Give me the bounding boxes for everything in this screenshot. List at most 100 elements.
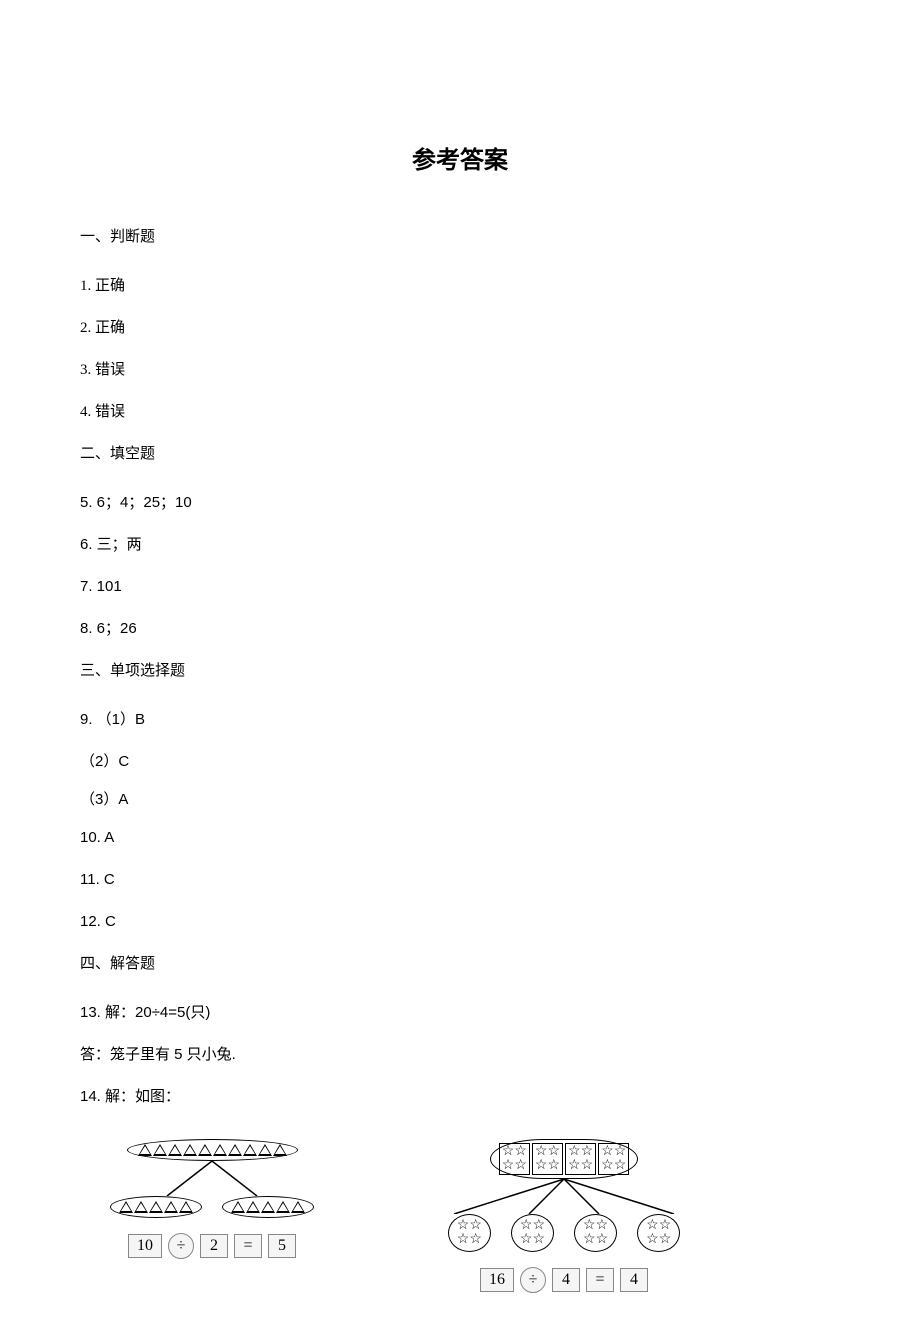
triangle-top-group: [127, 1139, 298, 1161]
equation-2: 16 ÷ 4 = 4: [480, 1267, 648, 1293]
page-title: 参考答案: [80, 140, 840, 175]
star-icon: ☆: [581, 1159, 594, 1173]
mc-item-10: 10. A: [80, 826, 840, 850]
star-bottom-group-1: ☆ ☆ ☆ ☆: [448, 1214, 491, 1252]
solution-item-14: 14. 解：如图：: [80, 1085, 840, 1109]
star-icon: ☆: [614, 1159, 627, 1173]
star-top-row: ☆ ☆ ☆ ☆ ☆ ☆ ☆ ☆: [499, 1143, 630, 1175]
section-judgment-header: 一、判断题: [80, 225, 840, 246]
star-icon: ☆: [547, 1159, 560, 1173]
mc-item-9-2: （2）C: [80, 750, 840, 774]
triangle-icon: [258, 1144, 272, 1156]
triangle-icon: [213, 1144, 227, 1156]
star-box: ☆ ☆ ☆ ☆: [565, 1143, 596, 1175]
triangle-bottom-group-2: [222, 1196, 314, 1218]
star-icon: ☆: [581, 1145, 594, 1159]
star-icon: ☆: [532, 1219, 545, 1233]
eq1-right: 5: [268, 1234, 296, 1258]
eq1-left: 10: [128, 1234, 162, 1258]
triangle-icon: [179, 1201, 193, 1213]
triangle-icon: [243, 1144, 257, 1156]
star-icon: ☆: [659, 1233, 672, 1247]
star-icon: ☆: [646, 1233, 659, 1247]
fillblank-item-6: 6. 三；两: [80, 533, 840, 557]
triangle-icon: [153, 1144, 167, 1156]
star-icon: ☆: [547, 1145, 560, 1159]
star-icon: ☆: [457, 1233, 470, 1247]
star-icon: ☆: [502, 1159, 515, 1173]
solution-item-13b: 答：笼子里有 5 只小兔.: [80, 1043, 840, 1067]
judgment-item-4: 4. 错误: [80, 400, 840, 424]
triangle-icon: [119, 1201, 133, 1213]
triangle-icon: [198, 1144, 212, 1156]
mc-item-9-3: （3）A: [80, 788, 840, 812]
eq1-mid: 2: [200, 1234, 228, 1258]
connector-lines-2: [414, 1179, 714, 1214]
star-bottom-group-2: ☆ ☆ ☆ ☆: [511, 1214, 554, 1252]
star-icon: ☆: [601, 1159, 614, 1173]
star-top-outer: ☆ ☆ ☆ ☆ ☆ ☆ ☆ ☆: [490, 1139, 639, 1179]
star-icon: ☆: [514, 1145, 527, 1159]
star-bottom-group-3: ☆ ☆ ☆ ☆: [574, 1214, 617, 1252]
eq1-op: ÷: [168, 1233, 194, 1259]
eq2-mid: 4: [552, 1268, 580, 1292]
eq2-right: 4: [620, 1268, 648, 1292]
eq1-eq: =: [234, 1234, 262, 1258]
section-mc-header: 三、单项选择题: [80, 659, 840, 680]
star-icon: ☆: [646, 1219, 659, 1233]
triangle-icon: [276, 1201, 290, 1213]
triangle-row-top: [138, 1144, 287, 1156]
star-box: ☆ ☆ ☆ ☆: [532, 1143, 563, 1175]
triangle-icon: [246, 1201, 260, 1213]
triangle-icon: [134, 1201, 148, 1213]
star-icon: ☆: [596, 1219, 609, 1233]
diagram-container: 10 ÷ 2 = 5 ☆ ☆ ☆ ☆: [110, 1139, 840, 1293]
star-icon: ☆: [535, 1159, 548, 1173]
triangle-icon: [183, 1144, 197, 1156]
triangle-icon: [149, 1201, 163, 1213]
triangle-icon: [261, 1201, 275, 1213]
star-icon: ☆: [583, 1219, 596, 1233]
star-box: ☆ ☆ ☆ ☆: [499, 1143, 530, 1175]
fillblank-item-7: 7. 101: [80, 575, 840, 599]
star-icon: ☆: [659, 1219, 672, 1233]
fillblank-item-5: 5. 6；4；25；10: [80, 491, 840, 515]
eq2-eq: =: [586, 1268, 614, 1292]
star-icon: ☆: [596, 1233, 609, 1247]
triangle-icon: [291, 1201, 305, 1213]
eq2-left: 16: [480, 1268, 514, 1292]
fillblank-item-8: 8. 6；26: [80, 617, 840, 641]
mc-item-11: 11. C: [80, 868, 840, 892]
star-icon: ☆: [457, 1219, 470, 1233]
triangle-icon: [164, 1201, 178, 1213]
triangle-icon: [138, 1144, 152, 1156]
eq2-op: ÷: [520, 1267, 546, 1293]
connector-lines-1: [122, 1161, 302, 1196]
triangle-icon: [168, 1144, 182, 1156]
star-icon: ☆: [502, 1145, 515, 1159]
star-icon: ☆: [469, 1219, 482, 1233]
star-bottom-groups: ☆ ☆ ☆ ☆ ☆ ☆ ☆ ☆ ☆: [448, 1214, 681, 1252]
triangle-icon: [228, 1144, 242, 1156]
judgment-item-2: 2. 正确: [80, 316, 840, 340]
equation-1: 10 ÷ 2 = 5: [128, 1233, 296, 1259]
star-icon: ☆: [583, 1233, 596, 1247]
solution-item-13a: 13. 解：20÷4=5(只): [80, 1001, 840, 1025]
triangle-bottom-groups: [110, 1196, 314, 1218]
judgment-item-3: 3. 错误: [80, 358, 840, 382]
judgment-item-1: 1. 正确: [80, 274, 840, 298]
star-icon: ☆: [514, 1159, 527, 1173]
star-icon: ☆: [532, 1233, 545, 1247]
star-icon: ☆: [568, 1159, 581, 1173]
mc-item-9-1: 9. （1）B: [80, 708, 840, 732]
star-icon: ☆: [568, 1145, 581, 1159]
star-bottom-group-4: ☆ ☆ ☆ ☆: [637, 1214, 680, 1252]
triangle-icon: [231, 1201, 245, 1213]
diagram-stars: ☆ ☆ ☆ ☆ ☆ ☆ ☆ ☆: [414, 1139, 714, 1293]
star-icon: ☆: [469, 1233, 482, 1247]
star-box: ☆ ☆ ☆ ☆: [598, 1143, 629, 1175]
section-solution-header: 四、解答题: [80, 952, 840, 973]
star-icon: ☆: [520, 1233, 533, 1247]
mc-item-12: 12. C: [80, 910, 840, 934]
section-fillblank-header: 二、填空题: [80, 442, 840, 463]
